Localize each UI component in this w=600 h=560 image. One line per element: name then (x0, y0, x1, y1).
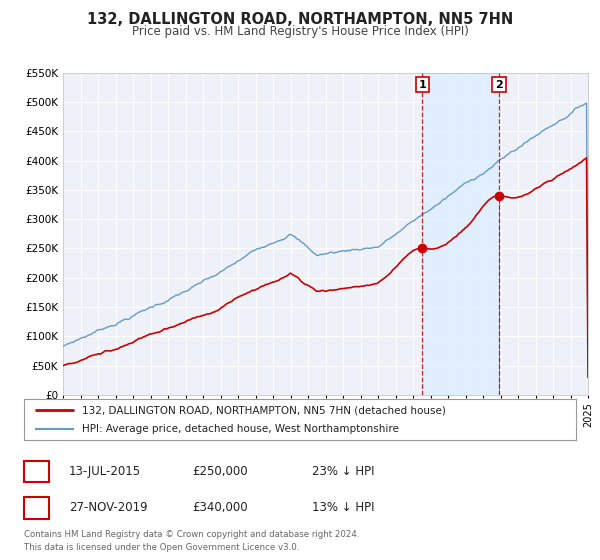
Text: 132, DALLINGTON ROAD, NORTHAMPTON, NN5 7HN: 132, DALLINGTON ROAD, NORTHAMPTON, NN5 7… (87, 12, 513, 27)
Text: £340,000: £340,000 (192, 501, 248, 515)
Text: Price paid vs. HM Land Registry's House Price Index (HPI): Price paid vs. HM Land Registry's House … (131, 25, 469, 38)
Text: 27-NOV-2019: 27-NOV-2019 (69, 501, 148, 515)
Text: 2: 2 (32, 501, 41, 515)
Text: 132, DALLINGTON ROAD, NORTHAMPTON, NN5 7HN (detached house): 132, DALLINGTON ROAD, NORTHAMPTON, NN5 7… (82, 405, 446, 415)
Text: 2: 2 (495, 80, 503, 90)
Text: 1: 1 (418, 80, 426, 90)
Text: This data is licensed under the Open Government Licence v3.0.: This data is licensed under the Open Gov… (24, 543, 299, 552)
Text: 23% ↓ HPI: 23% ↓ HPI (312, 465, 374, 478)
Text: 1: 1 (32, 465, 41, 478)
Text: HPI: Average price, detached house, West Northamptonshire: HPI: Average price, detached house, West… (82, 424, 399, 433)
Bar (422, 73, 499, 395)
Text: Contains HM Land Registry data © Crown copyright and database right 2024.: Contains HM Land Registry data © Crown c… (24, 530, 359, 539)
Text: 13-JUL-2015: 13-JUL-2015 (69, 465, 141, 478)
Text: 13% ↓ HPI: 13% ↓ HPI (312, 501, 374, 515)
Text: £250,000: £250,000 (192, 465, 248, 478)
